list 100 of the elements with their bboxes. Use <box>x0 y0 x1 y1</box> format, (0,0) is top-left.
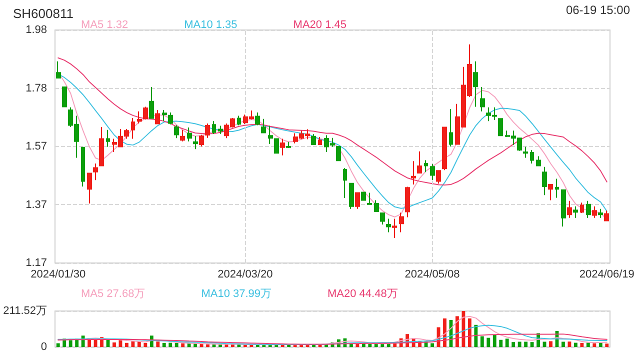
bar <box>174 342 178 347</box>
candlestick <box>498 118 503 137</box>
candlestick <box>87 172 92 204</box>
candlestick <box>355 192 360 210</box>
bar <box>156 342 160 347</box>
candlestick <box>542 166 547 196</box>
bar <box>586 342 590 347</box>
candlestick <box>237 115 241 126</box>
y-tick-label: 1.17 <box>26 257 47 269</box>
y-tick-label: 1.78 <box>26 82 47 94</box>
text: 06-19 15:00 <box>566 3 630 17</box>
y-tick-label: 1.98 <box>26 24 47 36</box>
candlestick <box>374 200 379 212</box>
text: MA5 27.68万 <box>81 288 146 300</box>
bar <box>386 344 390 347</box>
bar <box>486 338 490 347</box>
candlestick <box>99 126 104 166</box>
candlestick <box>598 208 603 218</box>
candlestick <box>480 86 485 112</box>
bar <box>598 342 602 347</box>
candlestick <box>361 192 366 201</box>
candlestick <box>261 118 266 134</box>
candlestick <box>424 160 428 173</box>
candlestick <box>137 110 142 124</box>
candlestick <box>131 118 135 140</box>
text: MA20 44.48万 <box>328 288 398 300</box>
bar <box>580 342 584 347</box>
candlestick <box>561 189 566 227</box>
candlestick <box>536 156 541 166</box>
candlestick <box>449 108 453 147</box>
chart-title: SH600811 <box>13 6 74 21</box>
candlestick <box>193 136 198 150</box>
bar <box>137 342 141 347</box>
bar <box>56 343 60 347</box>
candlestick <box>106 129 110 148</box>
bar <box>168 342 172 347</box>
bar <box>530 342 534 347</box>
bar <box>393 344 397 347</box>
candlestick <box>430 164 435 181</box>
candlestick <box>218 125 223 134</box>
bar <box>605 344 609 347</box>
candlestick <box>367 192 372 206</box>
bar <box>524 342 528 347</box>
candlestick <box>286 141 291 148</box>
candlestick <box>180 129 185 142</box>
candlestick <box>573 206 578 218</box>
bar <box>368 344 372 347</box>
x-tick-label: 2024/05/08 <box>404 268 460 280</box>
candlestick <box>555 178 559 198</box>
bar <box>549 341 552 347</box>
bar <box>144 342 148 347</box>
bar <box>125 342 128 347</box>
bar <box>206 344 210 347</box>
candlestick <box>205 122 210 138</box>
candlestick <box>548 184 553 201</box>
candlestick <box>386 218 391 233</box>
bar <box>468 318 472 347</box>
bar <box>592 343 596 347</box>
candlestick <box>442 126 447 171</box>
candlestick <box>143 106 148 120</box>
candlestick <box>336 146 341 162</box>
candlestick <box>155 109 160 124</box>
candlestick <box>399 212 404 233</box>
candlestick <box>473 60 478 108</box>
candlestick <box>199 134 204 147</box>
candlestick <box>174 124 179 139</box>
candlestick <box>580 202 584 214</box>
candlestick <box>567 200 572 218</box>
candlestick <box>318 136 322 146</box>
bar <box>499 340 503 347</box>
candlestick <box>411 160 416 185</box>
candlestick <box>417 150 422 174</box>
candlestick <box>392 218 397 238</box>
bar <box>462 311 466 347</box>
text: MA10 37.99万 <box>201 288 272 300</box>
candlestick <box>586 200 591 218</box>
candlestick <box>436 170 441 184</box>
bar <box>68 340 72 347</box>
x-tick-label: 2024/06/19 <box>579 268 634 280</box>
candlestick <box>343 168 347 198</box>
candlestick <box>187 127 192 142</box>
candlestick <box>311 134 316 146</box>
bar <box>512 342 516 347</box>
candlestick <box>405 186 410 218</box>
candlestick <box>380 212 385 225</box>
line-series <box>58 57 608 186</box>
x-tick-label: 2024/03/20 <box>218 268 273 280</box>
bar <box>562 342 565 347</box>
y-tick-label: 1.57 <box>26 140 47 152</box>
text: MA10 1.35 <box>184 19 238 31</box>
bar <box>518 342 522 347</box>
text: MA5 1.32 <box>81 19 128 31</box>
x-tick-label: 2024/01/30 <box>30 268 86 280</box>
bar <box>430 343 434 347</box>
candlestick <box>592 206 597 218</box>
candlestick <box>81 146 85 187</box>
candlestick <box>93 162 98 181</box>
bar <box>480 336 484 347</box>
bar <box>112 342 116 347</box>
bar <box>181 343 185 347</box>
